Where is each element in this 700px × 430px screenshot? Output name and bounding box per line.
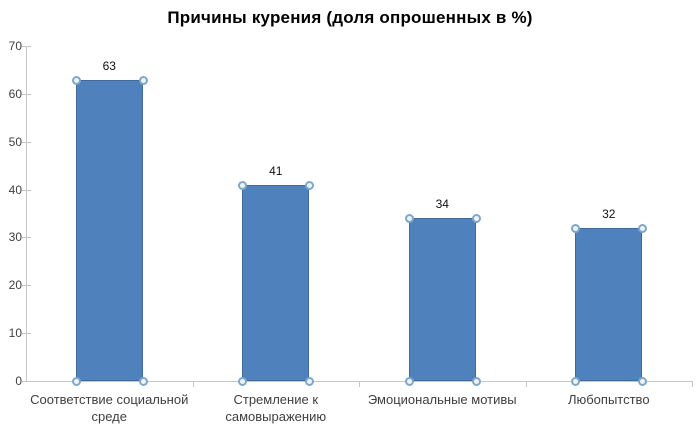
selection-handle[interactable] [404, 214, 414, 224]
y-axis-tick-label: 10 [8, 326, 22, 341]
selection-handle[interactable] [305, 377, 315, 386]
bar-3[interactable] [408, 218, 476, 381]
selection-handle[interactable] [571, 377, 581, 386]
category-label: Соответствие социальной среде [30, 392, 189, 424]
y-axis-tick [22, 141, 31, 143]
bar-4[interactable] [575, 227, 643, 381]
selection-handle[interactable] [404, 377, 414, 386]
y-axis-tick [22, 93, 31, 95]
selection-handle[interactable] [238, 180, 248, 190]
y-axis-tick-label: 0 [15, 374, 22, 388]
chart-title: Причины курения (доля опрошенных в %) [167, 8, 533, 27]
x-axis-tick [192, 381, 194, 387]
selection-handle[interactable] [638, 377, 648, 386]
bar-value-label: 34 [435, 197, 449, 212]
bar-1[interactable] [75, 79, 143, 381]
x-axis-tick [692, 381, 693, 387]
y-axis [26, 46, 27, 382]
y-axis-tick [22, 285, 31, 287]
category-label: Любопытство [567, 392, 650, 407]
y-axis-tick-label: 50 [8, 134, 22, 149]
selection-handle[interactable] [71, 75, 81, 85]
selection-handle[interactable] [138, 75, 148, 85]
y-axis-tick-label: 70 [8, 39, 22, 53]
selection-handle[interactable] [71, 377, 81, 386]
selection-handle[interactable] [471, 214, 481, 224]
y-axis-tick [22, 46, 31, 47]
x-axis [22, 381, 693, 382]
x-axis-tick [359, 381, 360, 387]
selection-handle[interactable] [305, 180, 315, 190]
selection-handle[interactable] [238, 377, 248, 386]
bar-value-label: 41 [269, 163, 283, 178]
y-axis-tick [22, 189, 31, 191]
x-axis-tick [525, 381, 527, 387]
y-axis-tick-label: 20 [8, 278, 22, 293]
category-label: Стремление к самовыражению [225, 392, 327, 424]
y-axis-tick [22, 381, 31, 382]
y-axis-tick-label: 60 [8, 86, 22, 101]
selection-handle[interactable] [471, 377, 481, 386]
selection-handle[interactable] [138, 377, 148, 386]
y-axis-tick [22, 333, 31, 335]
selection-handle[interactable] [638, 223, 648, 233]
y-axis-tick-label: 30 [8, 230, 22, 245]
category-label: Эмоциональные мотивы [367, 392, 517, 407]
bar-value-label: 32 [602, 206, 616, 221]
selection-handle[interactable] [571, 223, 581, 233]
bar-2[interactable] [242, 184, 310, 381]
y-axis-tick-label: 40 [8, 182, 22, 197]
bar-value-label: 63 [102, 58, 116, 73]
y-axis-tick [22, 237, 31, 239]
